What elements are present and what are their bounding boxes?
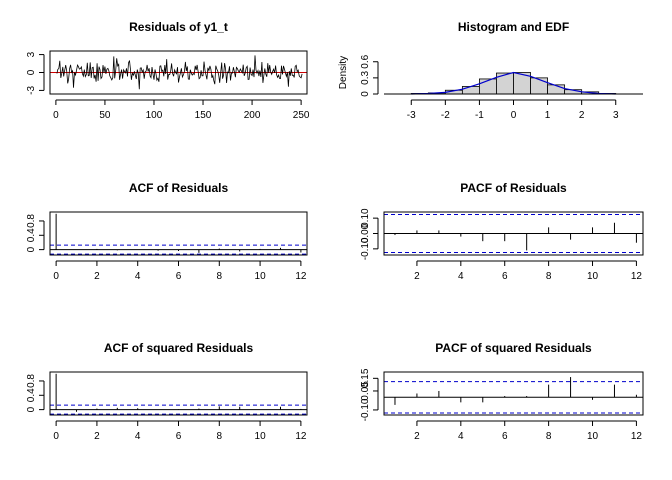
plot-frame [49,211,308,256]
x-tick-label: 10 [587,271,599,282]
x-tick-label: 2 [414,271,420,282]
x-tick-label: 10 [587,431,599,442]
y-tick-label: 0.6 [360,54,371,68]
chart-title: Histogram and EDF [458,20,569,34]
chart-title: PACF of squared Residuals [435,341,592,355]
x-tick-label: 12 [631,271,643,282]
y-tick-label: 0 [26,69,37,75]
x-tick-label: 100 [146,110,163,121]
x-tick-label: -1 [475,110,484,121]
x-tick-label: 10 [255,271,267,282]
residual-series-line [56,55,303,90]
y-tick-label: 0.4 [26,388,37,402]
x-tick-label: 2 [94,271,100,282]
chart-title: Residuals of y1_t [129,20,228,34]
histogram-bar [530,77,548,95]
x-tick-label: 50 [99,110,111,121]
x-tick-label: 1 [545,110,551,121]
y-tick-label: 0 [26,406,37,412]
y-tick-label: 0.3 [360,70,371,84]
y-tick-label: 0.4 [26,228,37,242]
x-tick-label: 0 [511,110,517,121]
y-tick-label: -0.10 [360,237,371,260]
x-tick-label: 12 [631,431,643,442]
plot-frame [383,211,644,256]
x-tick-label: -2 [441,110,450,121]
x-tick-label: 6 [176,271,182,282]
x-tick-label: 8 [217,271,223,282]
y-tick-label: 3 [26,51,37,57]
x-tick-label: 250 [293,110,310,121]
x-tick-label: 12 [295,271,307,282]
y-tick-label: 0.00 [360,223,371,243]
x-tick-label: 0 [53,110,59,121]
x-tick-label: 4 [458,431,464,442]
histogram-bar [479,78,497,95]
x-tick-label: 4 [135,271,141,282]
y-axis-label: Density [338,56,349,89]
x-tick-label: 200 [244,110,261,121]
x-tick-label: 3 [613,110,619,121]
x-tick-label: 2 [414,431,420,442]
chart-title: ACF of Residuals [129,181,229,195]
x-tick-label: 8 [546,271,552,282]
x-tick-label: 6 [502,271,508,282]
x-tick-label: 2 [579,110,585,121]
y-tick-label: 0.10 [360,208,371,228]
x-tick-label: 10 [255,431,267,442]
x-tick-label: 150 [195,110,212,121]
y-tick-label: 0.8 [26,214,37,228]
y-tick-label: 0.8 [26,374,37,388]
x-tick-label: 12 [295,431,307,442]
x-tick-label: 4 [458,271,464,282]
edf-line [411,71,616,95]
x-tick-label: 8 [546,431,552,442]
x-tick-label: 6 [502,431,508,442]
y-tick-label: 0 [26,246,37,252]
y-tick-label: 0.15 [360,368,371,388]
chart-title: ACF of squared Residuals [104,341,254,355]
x-tick-label: 2 [94,431,100,442]
y-tick-label: -0.10 [360,398,371,421]
histogram-bar [461,86,480,95]
plot-frame [49,371,308,416]
x-tick-label: -3 [407,110,416,121]
x-tick-label: 6 [176,431,182,442]
x-tick-label: 0 [53,271,59,282]
y-tick-label: 0 [360,91,371,97]
x-tick-label: 0 [53,431,59,442]
plot-frame [49,50,308,95]
plot-frame [383,371,644,416]
x-tick-label: 4 [135,431,141,442]
y-tick-label: -3 [26,86,37,95]
chart-title: PACF of Residuals [460,181,567,195]
x-tick-label: 8 [217,431,223,442]
y-tick-label: 0.05 [360,381,371,401]
